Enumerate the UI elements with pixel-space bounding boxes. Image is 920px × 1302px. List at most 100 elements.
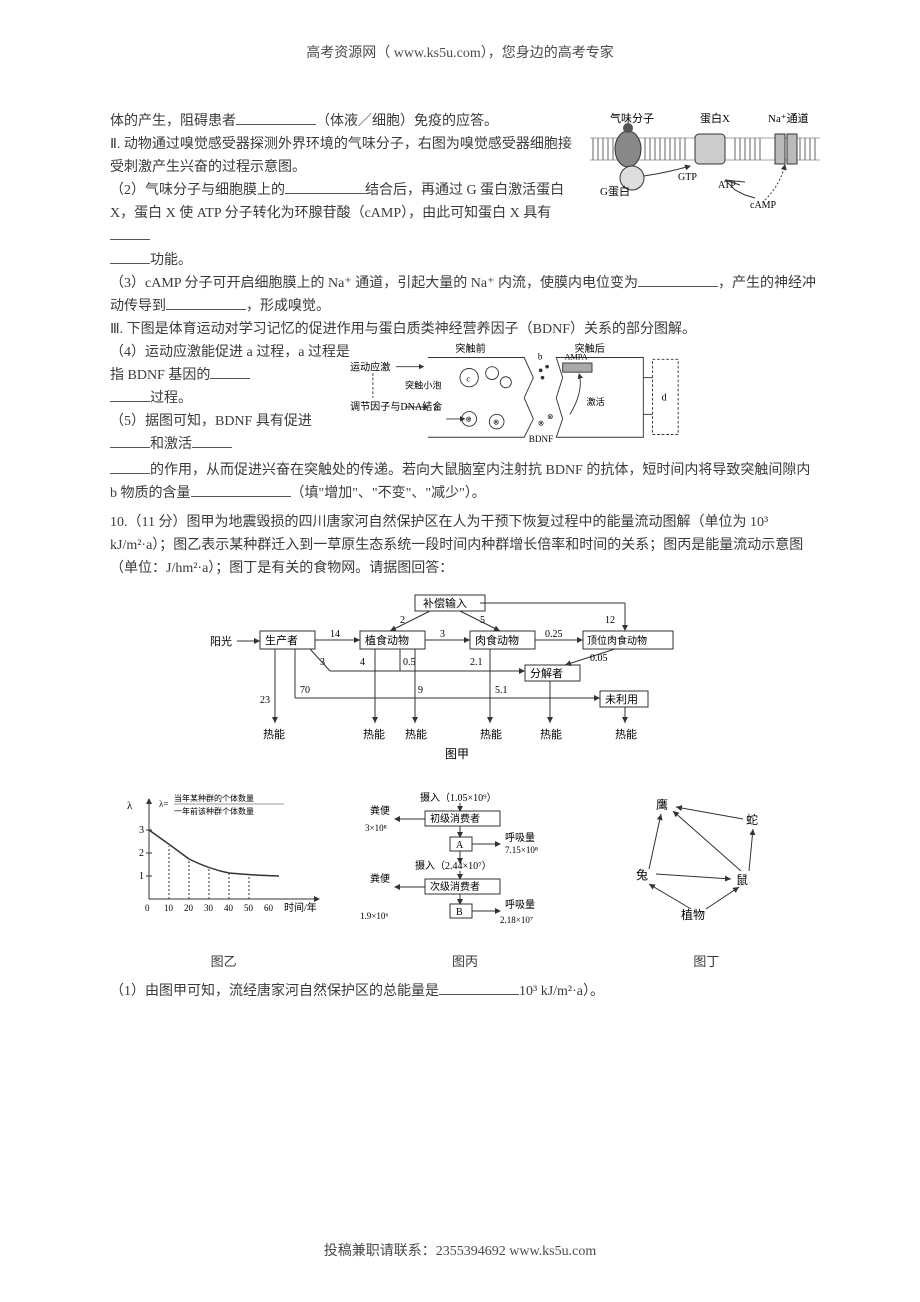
synapse-diagram-wrap: 突触前 突触后 运动应激 调节因子与DNA结合 a 突触小泡 c ⊗ ⊗ b [350, 341, 820, 459]
lbl-na: Na⁺通道 [768, 111, 809, 125]
svg-text:兔: 兔 [636, 867, 648, 882]
svg-text:当年某种群的个体数量: 当年某种群的个体数量 [174, 793, 254, 803]
q9-l1-post: （体液／细胞）免疫的应答。 [316, 114, 498, 129]
blank [110, 226, 150, 240]
svg-text:植物: 植物 [681, 907, 705, 922]
svg-text:12: 12 [605, 615, 615, 626]
content-body: 体的产生，阻碍患者（体液／细胞）免疫的应答。 Ⅱ. 动物通过嗅觉感受器探测外界环… [110, 110, 820, 1003]
fig-bing: 摄入（1.05×10⁹） 初级消费者 粪便3×10⁸ A 呼吸量7.15×10⁸… [360, 789, 570, 939]
synapse-diagram: 突触前 突触后 运动应激 调节因子与DNA结合 a 突触小泡 c ⊗ ⊗ b [350, 341, 680, 451]
blank [191, 483, 291, 497]
page-footer: 投稿兼职请联系：2355394692 www.ks5u.com [0, 1240, 920, 1260]
svg-text:1: 1 [139, 871, 144, 882]
lbl-act: 激活 [587, 396, 605, 407]
svg-text:1.9×10⁶: 1.9×10⁶ [360, 911, 388, 921]
lbl-d: d [662, 393, 667, 404]
q9-p3-intro: Ⅲ. 下图是体育运动对学习记忆的促进作用与蛋白质类神经营养因子（BDNF）关系的… [110, 318, 820, 341]
svg-text:⊗: ⊗ [547, 412, 553, 421]
svg-text:顶位肉食动物: 顶位肉食动物 [587, 634, 647, 647]
svg-text:0.25: 0.25 [545, 629, 563, 640]
svg-text:0.5: 0.5 [403, 657, 416, 668]
svg-text:3: 3 [440, 629, 445, 640]
svg-text:时间/年: 时间/年 [284, 901, 317, 914]
blank [638, 273, 718, 287]
svg-text:3×10⁸: 3×10⁸ [365, 823, 387, 833]
svg-text:热能: 热能 [615, 727, 637, 741]
blank [110, 388, 150, 402]
q9-s5-pre: （5）据图可知，BDNF 具有促进 [110, 414, 312, 429]
svg-text:摄入（1.05×10⁹）: 摄入（1.05×10⁹） [420, 791, 497, 804]
q9-s4-post: 过程。 [150, 391, 192, 406]
fig-jia-wrap: 补偿输入 阳光 生产者 植食动物 肉食动物 顶位肉食动物 分解者 未利用 14 … [110, 593, 820, 771]
lbl-b: b [538, 351, 543, 361]
blank [439, 981, 519, 995]
svg-text:20: 20 [184, 903, 194, 913]
lbl-pre: 突触前 [455, 342, 485, 355]
svg-text:10: 10 [164, 903, 174, 913]
svg-text:热能: 热能 [263, 727, 285, 741]
q9-45-text: （4）运动应激能促进 a 过程，a 过程是指 BDNF 基因的过程。 （5）据图… [110, 341, 350, 459]
svg-text:9: 9 [418, 685, 423, 696]
fig-bing-wrap: 摄入（1.05×10⁹） 初级消费者 粪便3×10⁸ A 呼吸量7.15×10⁸… [351, 789, 578, 973]
blank [236, 111, 316, 125]
q9-section-top: 体的产生，阻碍患者（体液／细胞）免疫的应答。 Ⅱ. 动物通过嗅觉感受器探测外界环… [110, 110, 820, 272]
q9-s5-m1: 和激活 [150, 437, 192, 452]
svg-text:B: B [456, 907, 463, 918]
page-header: 高考资源网（ www.ks5u.com），您身边的高考专家 [0, 0, 920, 70]
fig-jia: 补偿输入 阳光 生产者 植食动物 肉食动物 顶位肉食动物 分解者 未利用 14 … [205, 593, 725, 763]
q9-p2-intro: Ⅱ. 动物通过嗅觉感受器探测外界环境的气味分子，右图为嗅觉感受器细胞接受刺激产生… [110, 133, 582, 179]
svg-text:2: 2 [139, 848, 144, 859]
q9-s3-post: ，形成嗅觉。 [246, 299, 330, 314]
q10-s1-post: 10³ kJ/m²·a）。 [519, 984, 604, 999]
svg-text:植食动物: 植食动物 [365, 633, 409, 647]
svg-text:阳光: 阳光 [210, 634, 232, 648]
fig-yi-wrap: λ λ= 当年某种群的个体数量 一年前该种群个体数量 1 2 3 0 10 20… [110, 789, 337, 973]
svg-text:5.1: 5.1 [495, 685, 508, 696]
svg-text:粪便: 粪便 [370, 804, 390, 817]
lower-figures: λ λ= 当年某种群的个体数量 一年前该种群个体数量 1 2 3 0 10 20… [110, 789, 820, 973]
svg-text:A: A [456, 840, 464, 851]
svg-text:呼吸量: 呼吸量 [505, 832, 535, 844]
q9-text-left: 体的产生，阻碍患者（体液／细胞）免疫的应答。 Ⅱ. 动物通过嗅觉感受器探测外界环… [110, 110, 582, 272]
svg-text:未利用: 未利用 [605, 693, 638, 706]
fig-ding-wrap: 鹰 蛇 兔 鼠 植物 图丁 [593, 789, 820, 973]
svg-text:热能: 热能 [363, 727, 385, 741]
cap-yi: 图乙 [110, 951, 337, 972]
svg-text:蛇: 蛇 [746, 812, 758, 827]
header-text: 高考资源网（ www.ks5u.com），您身边的高考专家 [306, 46, 613, 61]
lbl-gp: G蛋白 [600, 184, 630, 198]
footer-text: 投稿兼职请联系：2355394692 www.ks5u.com [324, 1244, 596, 1259]
svg-text:摄入（2.44×10⁷）: 摄入（2.44×10⁷） [415, 859, 492, 872]
lbl-px: 蛋白X [700, 111, 730, 125]
lbl-odor: 气味分子 [610, 111, 654, 125]
lbl-factor: 调节因子与DNA结合 [350, 400, 442, 413]
q9-s2-pre: （2）气味分子与细胞膜上的 [110, 183, 285, 198]
svg-text:肉食动物: 肉食动物 [475, 633, 519, 647]
fig-ding: 鹰 蛇 兔 鼠 植物 [621, 789, 791, 939]
svg-text:热能: 热能 [540, 727, 562, 741]
svg-text:50: 50 [244, 903, 254, 913]
svg-text:鹰: 鹰 [656, 797, 668, 812]
svg-text:呼吸量: 呼吸量 [505, 899, 535, 911]
svg-text:2.18×10⁷: 2.18×10⁷ [500, 915, 533, 925]
svg-text:5: 5 [480, 615, 485, 626]
svg-text:热能: 热能 [480, 727, 502, 741]
svg-text:⊗: ⊗ [466, 415, 472, 424]
svg-text:3: 3 [139, 825, 144, 836]
lbl-ampa: AMPA [565, 352, 588, 361]
lbl-bdnf: BDNF [529, 434, 553, 444]
blank [285, 180, 365, 194]
q10-prefix: 10.（11 分）图甲为地震毁损的四川唐家河自然保护区在人为干预下恢复过程中的能… [110, 511, 820, 580]
svg-text:热能: 热能 [405, 727, 427, 741]
svg-text:14: 14 [330, 629, 340, 640]
svg-text:λ: λ [127, 800, 133, 812]
membrane-diagram-wrap: 气味分子 蛋白X Na⁺通道 [590, 110, 820, 272]
lbl-gtp: GTP [678, 172, 697, 183]
svg-text:60: 60 [264, 903, 274, 913]
blank [166, 296, 246, 310]
blank [110, 434, 150, 448]
lbl-stress: 运动应激 [350, 360, 390, 373]
svg-text:4: 4 [360, 657, 365, 668]
svg-text:70: 70 [300, 685, 310, 696]
lbl-camp: cAMP [750, 200, 777, 211]
